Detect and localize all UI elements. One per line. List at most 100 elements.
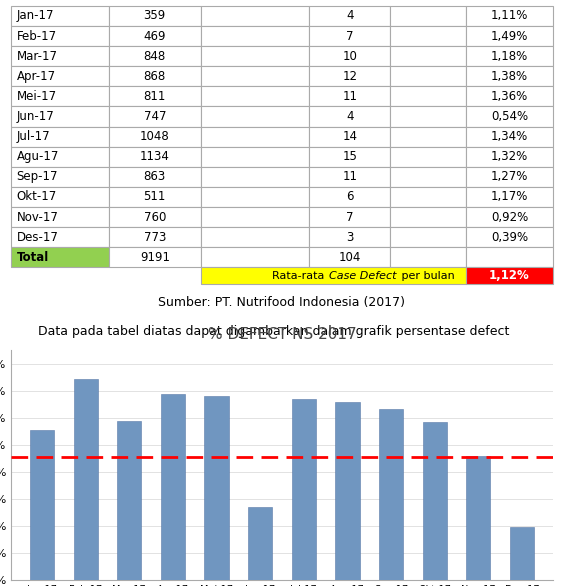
Bar	[201, 227, 309, 247]
Text: 747: 747	[143, 110, 166, 123]
Text: 7: 7	[346, 29, 354, 43]
Text: 1,34%: 1,34%	[491, 130, 528, 143]
Bar	[390, 146, 466, 167]
Text: 12: 12	[342, 70, 357, 83]
Text: Apr-17: Apr-17	[17, 70, 56, 83]
Bar	[390, 127, 466, 146]
Text: 1134: 1134	[140, 150, 170, 163]
Bar	[109, 26, 201, 46]
Bar	[109, 207, 201, 227]
Text: 359: 359	[144, 9, 166, 22]
Text: 0,92%: 0,92%	[491, 210, 528, 223]
Text: per bulan: per bulan	[398, 271, 455, 281]
Text: 10: 10	[342, 50, 357, 63]
Bar	[390, 247, 466, 267]
Bar	[201, 127, 309, 146]
Bar	[201, 46, 309, 66]
Bar	[466, 46, 553, 66]
Bar	[466, 146, 553, 167]
Bar	[201, 146, 309, 167]
Text: NS tahun 2017 pada gambar 1.2 sebagai berikut.: NS tahun 2017 pada gambar 1.2 sebagai be…	[22, 350, 332, 363]
Bar	[390, 167, 466, 187]
Text: Agu-17: Agu-17	[17, 150, 59, 163]
Bar	[201, 107, 309, 127]
Text: Mar-17: Mar-17	[17, 50, 58, 63]
Text: 0,54%: 0,54%	[491, 110, 528, 123]
Text: 811: 811	[144, 90, 166, 103]
Bar	[292, 399, 316, 580]
Text: 1,32%: 1,32%	[491, 150, 528, 163]
Bar	[466, 66, 553, 86]
Text: 1,27%: 1,27%	[491, 171, 528, 183]
Text: 0,39%: 0,39%	[491, 231, 528, 244]
Bar	[466, 227, 553, 247]
Bar	[390, 86, 466, 107]
Text: 3: 3	[346, 231, 354, 244]
Text: 773: 773	[144, 231, 166, 244]
Bar	[423, 422, 447, 580]
Bar	[109, 247, 201, 267]
Bar	[109, 6, 201, 26]
Bar	[11, 66, 109, 86]
Text: Sumber: PT. Nutrifood Indonesia (2017): Sumber: PT. Nutrifood Indonesia (2017)	[158, 295, 406, 309]
Bar	[11, 187, 109, 207]
Bar	[390, 66, 466, 86]
Bar	[201, 6, 309, 26]
Bar	[309, 46, 390, 66]
Bar	[109, 127, 201, 146]
Text: 1,38%: 1,38%	[491, 70, 528, 83]
Bar	[390, 26, 466, 46]
Bar	[466, 207, 553, 227]
Bar	[390, 227, 466, 247]
Bar	[309, 187, 390, 207]
Text: Jan-17: Jan-17	[17, 9, 54, 22]
Text: 4: 4	[346, 110, 354, 123]
Text: 1,18%: 1,18%	[491, 50, 528, 63]
Text: 1,49%: 1,49%	[491, 29, 528, 43]
Bar	[201, 247, 309, 267]
Bar	[309, 146, 390, 167]
Text: Data pada tabel diatas dapat digambarkan dalam grafik persentase defect: Data pada tabel diatas dapat digambarkan…	[22, 325, 509, 338]
Bar	[309, 127, 390, 146]
Bar	[30, 430, 54, 580]
Bar	[309, 26, 390, 46]
Bar	[11, 167, 109, 187]
Text: Feb-17: Feb-17	[17, 29, 57, 43]
Text: 104: 104	[338, 251, 361, 264]
Bar	[109, 146, 201, 167]
Bar	[11, 86, 109, 107]
Text: 469: 469	[143, 29, 166, 43]
Bar	[11, 26, 109, 46]
Bar	[109, 46, 201, 66]
Text: 1,11%: 1,11%	[491, 9, 528, 22]
Bar	[466, 6, 553, 26]
Text: 848: 848	[144, 50, 166, 63]
Bar	[309, 227, 390, 247]
Text: Okt-17: Okt-17	[17, 190, 57, 203]
Bar	[201, 207, 309, 227]
Text: 11: 11	[342, 171, 357, 183]
Bar	[466, 107, 553, 127]
Text: Rata-rata: Rata-rata	[272, 271, 328, 281]
Text: Nov-17: Nov-17	[17, 210, 59, 223]
Bar	[73, 379, 98, 580]
Text: 4: 4	[346, 9, 354, 22]
Bar	[205, 396, 228, 580]
Bar	[390, 187, 466, 207]
Bar	[201, 86, 309, 107]
Text: Des-17: Des-17	[17, 231, 59, 244]
Text: 7: 7	[346, 210, 354, 223]
Bar	[109, 227, 201, 247]
Bar	[510, 527, 534, 580]
Bar	[11, 227, 109, 247]
Bar	[201, 167, 309, 187]
Text: Jul-17: Jul-17	[17, 130, 50, 143]
Text: 868: 868	[144, 70, 166, 83]
Bar	[309, 6, 390, 26]
Bar	[109, 107, 201, 127]
Bar	[11, 146, 109, 167]
Bar	[309, 207, 390, 227]
Text: 1,17%: 1,17%	[491, 190, 528, 203]
Bar	[336, 402, 359, 580]
Text: 1048: 1048	[140, 130, 170, 143]
